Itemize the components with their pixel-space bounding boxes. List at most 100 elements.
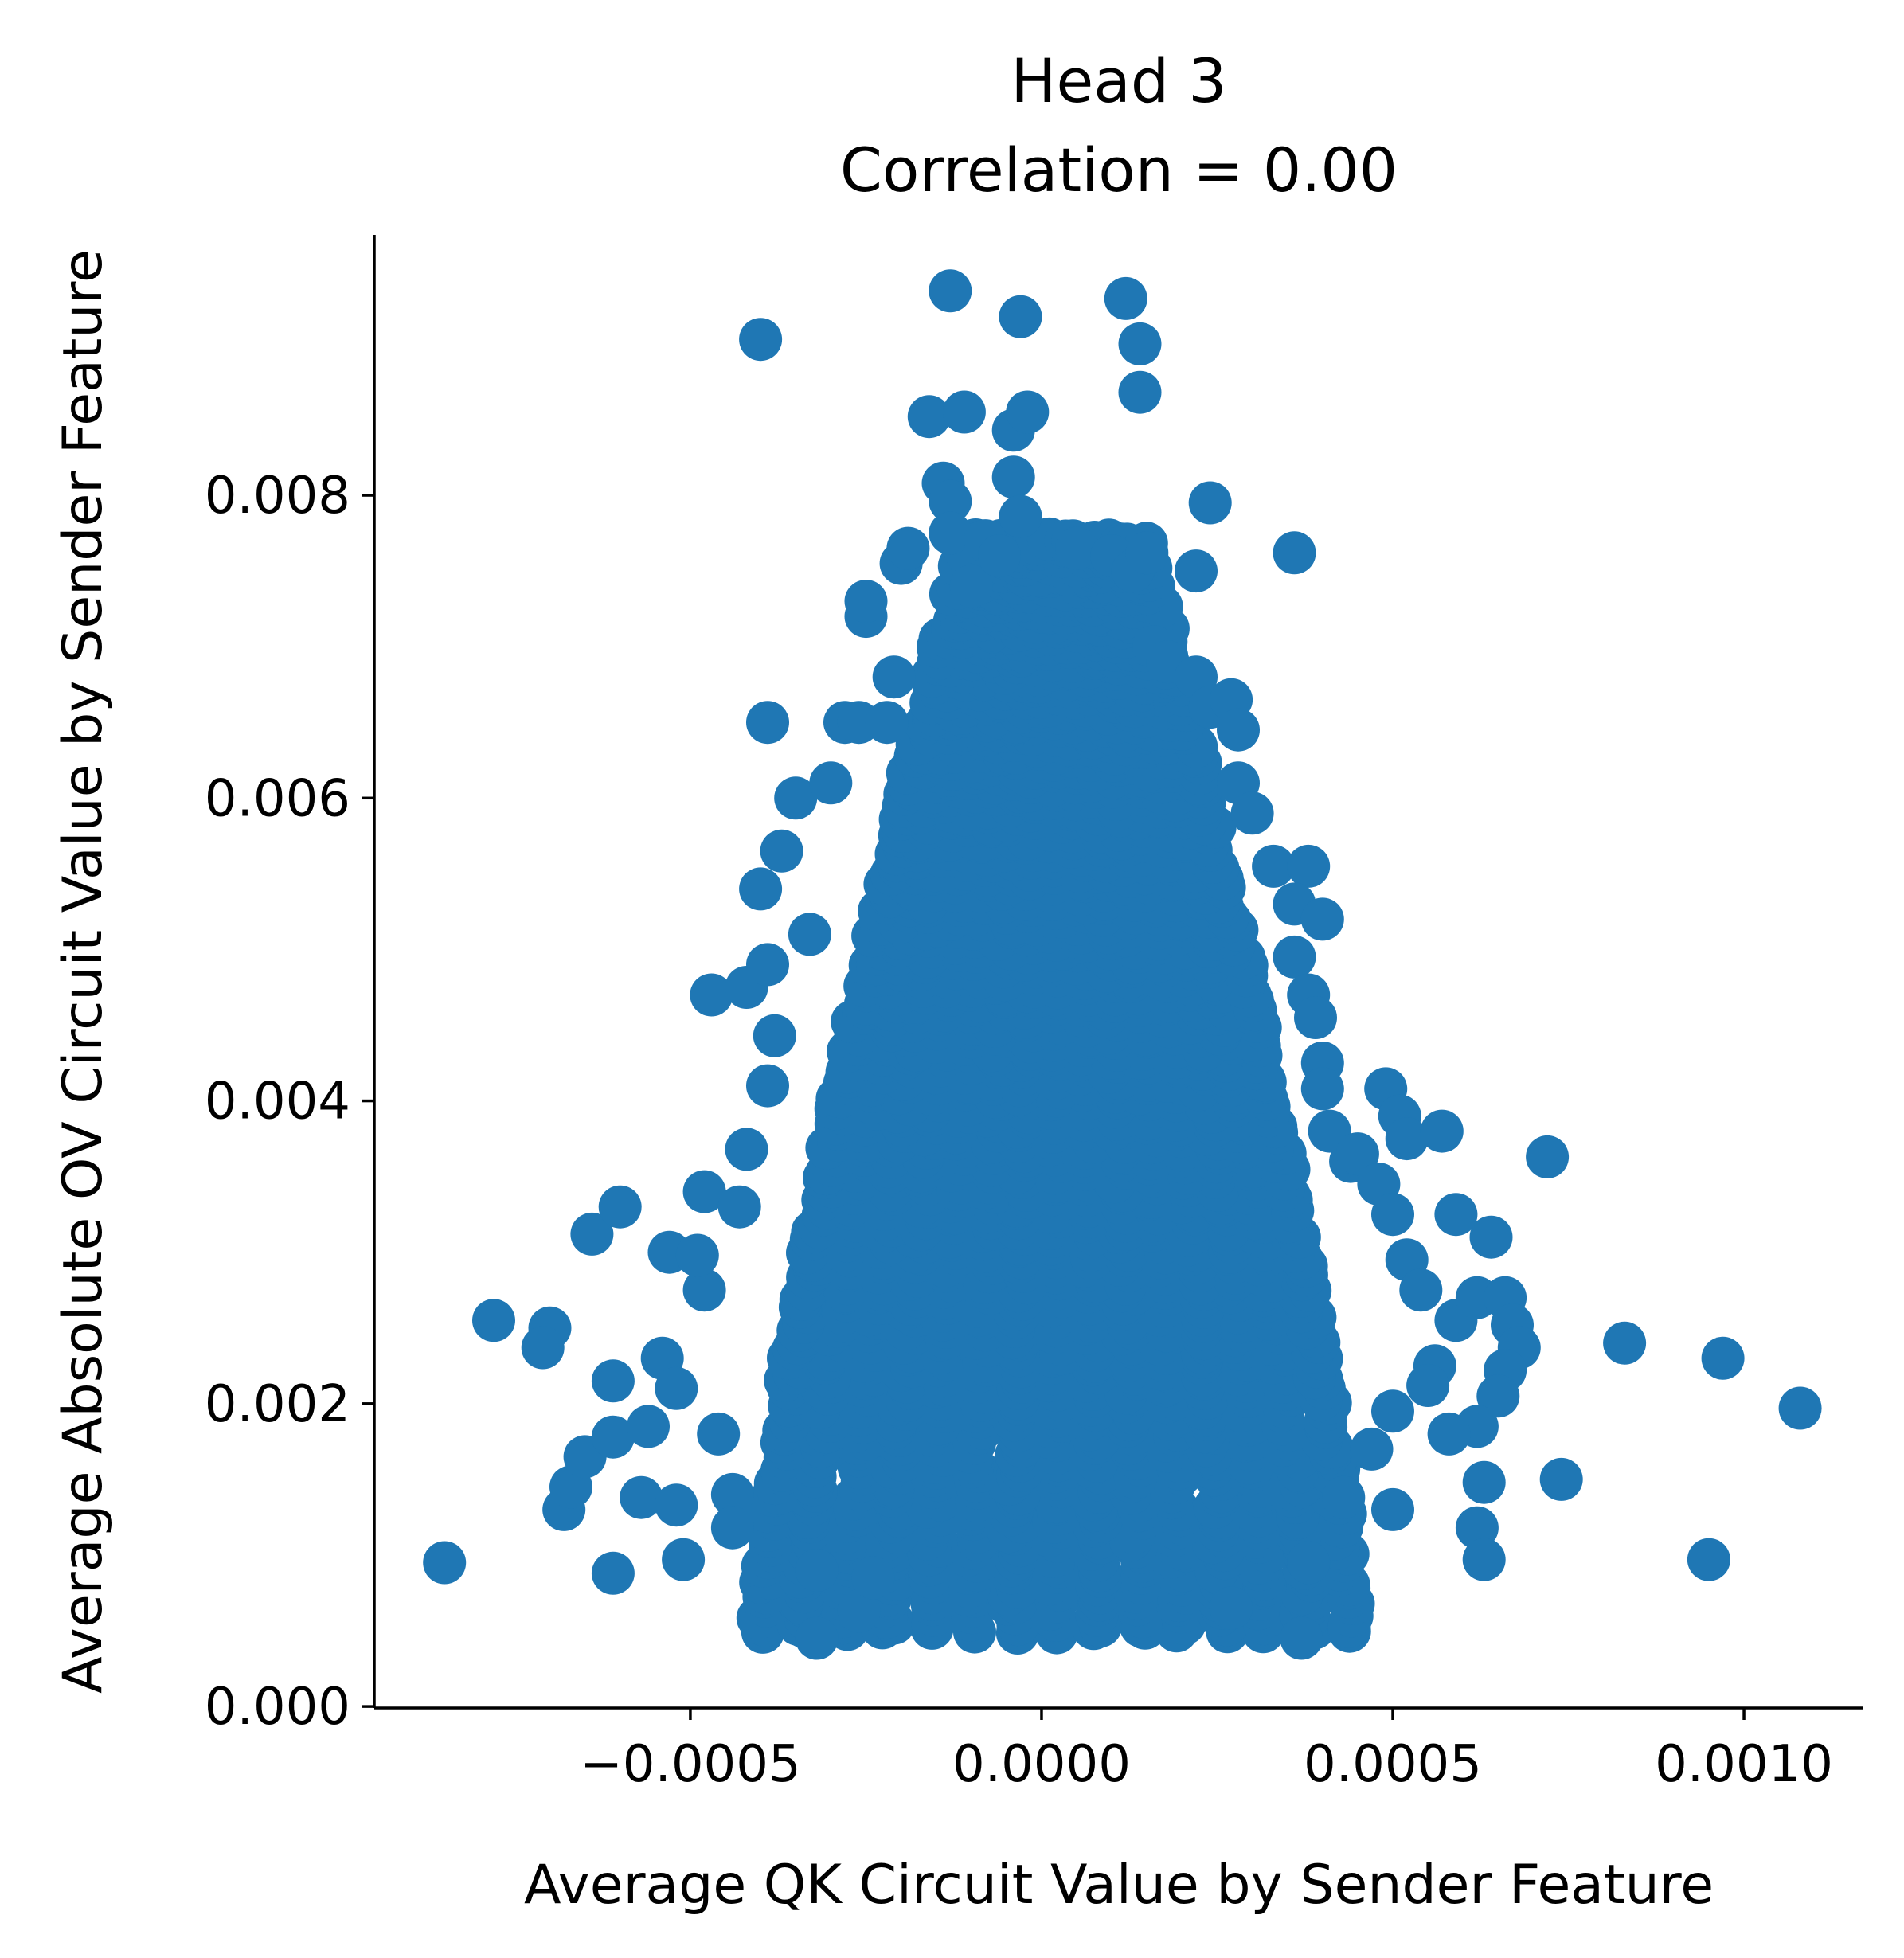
scatter-point	[682, 1170, 726, 1213]
scatter-point	[1526, 1135, 1570, 1178]
scatter-point	[1300, 1067, 1344, 1111]
scatter-point	[739, 318, 783, 362]
scatter-point	[746, 1064, 789, 1108]
scatter-point	[1476, 1374, 1520, 1418]
scatter-point	[655, 1366, 698, 1410]
scatter-point	[1230, 791, 1274, 835]
scatter-point	[739, 867, 783, 911]
scatter-points	[423, 269, 1822, 1660]
scatter-point	[1280, 1616, 1323, 1660]
scatter-point	[591, 1415, 635, 1459]
scatter-point	[872, 655, 916, 699]
scatter-point	[682, 1268, 726, 1312]
scatter-point	[1210, 1586, 1253, 1630]
scatter-point	[837, 1589, 881, 1633]
scatter-point	[1175, 549, 1218, 593]
scatter-point	[1427, 1412, 1471, 1456]
scatter-point	[774, 776, 818, 820]
scatter-point	[844, 580, 888, 623]
y-tick-label: 0.002	[205, 1375, 350, 1434]
scatter-point	[929, 269, 972, 313]
scatter-point	[710, 1472, 754, 1516]
scatter-point	[1335, 1132, 1379, 1176]
scatter-point	[851, 1556, 895, 1600]
y-tick-label: 0.000	[205, 1678, 350, 1737]
scatter-point	[978, 534, 1021, 578]
scatter-point	[999, 295, 1042, 338]
scatter-point	[662, 1538, 706, 1581]
x-tick-label: −0.0005	[580, 1735, 801, 1794]
scatter-point	[999, 494, 1042, 538]
y-tick-label: 0.008	[205, 467, 350, 526]
scatter-point	[1701, 1336, 1745, 1380]
scatter-point	[1118, 370, 1162, 414]
scatter-point	[1252, 844, 1296, 888]
scatter-point	[746, 943, 789, 987]
scatter-point	[1217, 708, 1260, 752]
y-tick-label: 0.004	[205, 1073, 350, 1131]
scatter-point	[1406, 1364, 1450, 1407]
scatter-point	[725, 1128, 768, 1171]
x-tick-label: 0.0010	[1655, 1735, 1833, 1794]
scatter-point	[1371, 1389, 1414, 1433]
scatter-point	[795, 1549, 839, 1592]
scatter-point	[865, 701, 909, 745]
scatter-point	[1434, 1193, 1478, 1237]
scatter-point	[1188, 481, 1232, 525]
scatter-point	[1462, 1460, 1506, 1504]
scatter-point	[598, 1185, 642, 1229]
x-tick-label: 0.0000	[952, 1735, 1131, 1794]
scatter-point	[886, 526, 930, 570]
x-axis-label: Average QK Circuit Value by Sender Featu…	[524, 1854, 1714, 1917]
scatter-point	[1371, 1487, 1414, 1531]
scatter-point	[1539, 1457, 1583, 1501]
scatter-point	[1118, 322, 1162, 365]
scatter-point	[570, 1212, 614, 1256]
scatter-point	[1294, 996, 1337, 1039]
scatter-point	[1287, 844, 1331, 888]
scatter-point	[907, 395, 951, 439]
scatter-point	[655, 1483, 698, 1527]
scatter-point	[1273, 935, 1316, 979]
scatter-point	[809, 761, 853, 805]
scatter-point	[949, 565, 993, 608]
scatter-point	[795, 1616, 839, 1660]
scatter-point	[1055, 526, 1099, 570]
x-tick-label: 0.0005	[1304, 1735, 1482, 1794]
scatter-point	[1300, 897, 1344, 941]
scatter-point	[1006, 390, 1050, 434]
scatter-point	[1350, 1427, 1394, 1471]
scatter-point	[591, 1551, 635, 1595]
scatter-point	[675, 1233, 719, 1277]
scatter-point	[1469, 1215, 1513, 1259]
dense-point-cloud	[736, 517, 1375, 1655]
scatter-point	[1687, 1538, 1730, 1581]
scatter-point	[1371, 1193, 1414, 1237]
scatter-point	[1322, 1475, 1366, 1519]
scatter-point	[1125, 531, 1169, 575]
chart-title-line-2: Correlation = 0.00	[840, 135, 1398, 205]
scatter-point	[1385, 1117, 1429, 1161]
scatter-point	[690, 973, 733, 1017]
scatter-point	[1462, 1538, 1506, 1581]
scatter-point	[1104, 276, 1147, 320]
scatter-point	[1778, 1386, 1822, 1430]
scatter-point	[753, 1014, 796, 1057]
scatter-point	[521, 1326, 565, 1370]
scatter-point	[1273, 531, 1316, 575]
scatter-point	[627, 1405, 670, 1448]
scatter-point	[929, 479, 972, 523]
scatter-point	[717, 1185, 761, 1229]
scatter-point	[1287, 1541, 1331, 1585]
x-ticks: −0.0005 0.0000 0.0005 0.0010	[580, 1708, 1833, 1794]
scatter-point	[991, 455, 1035, 499]
scatter-point	[788, 913, 831, 956]
scatter-point	[929, 511, 972, 555]
scatter-point	[1420, 1109, 1464, 1153]
chart-title-line-1: Head 3	[1011, 45, 1226, 116]
scatter-point	[710, 1506, 754, 1550]
scatter-point	[760, 829, 803, 873]
scatter-point	[746, 701, 789, 745]
scatter-point	[1603, 1321, 1647, 1365]
